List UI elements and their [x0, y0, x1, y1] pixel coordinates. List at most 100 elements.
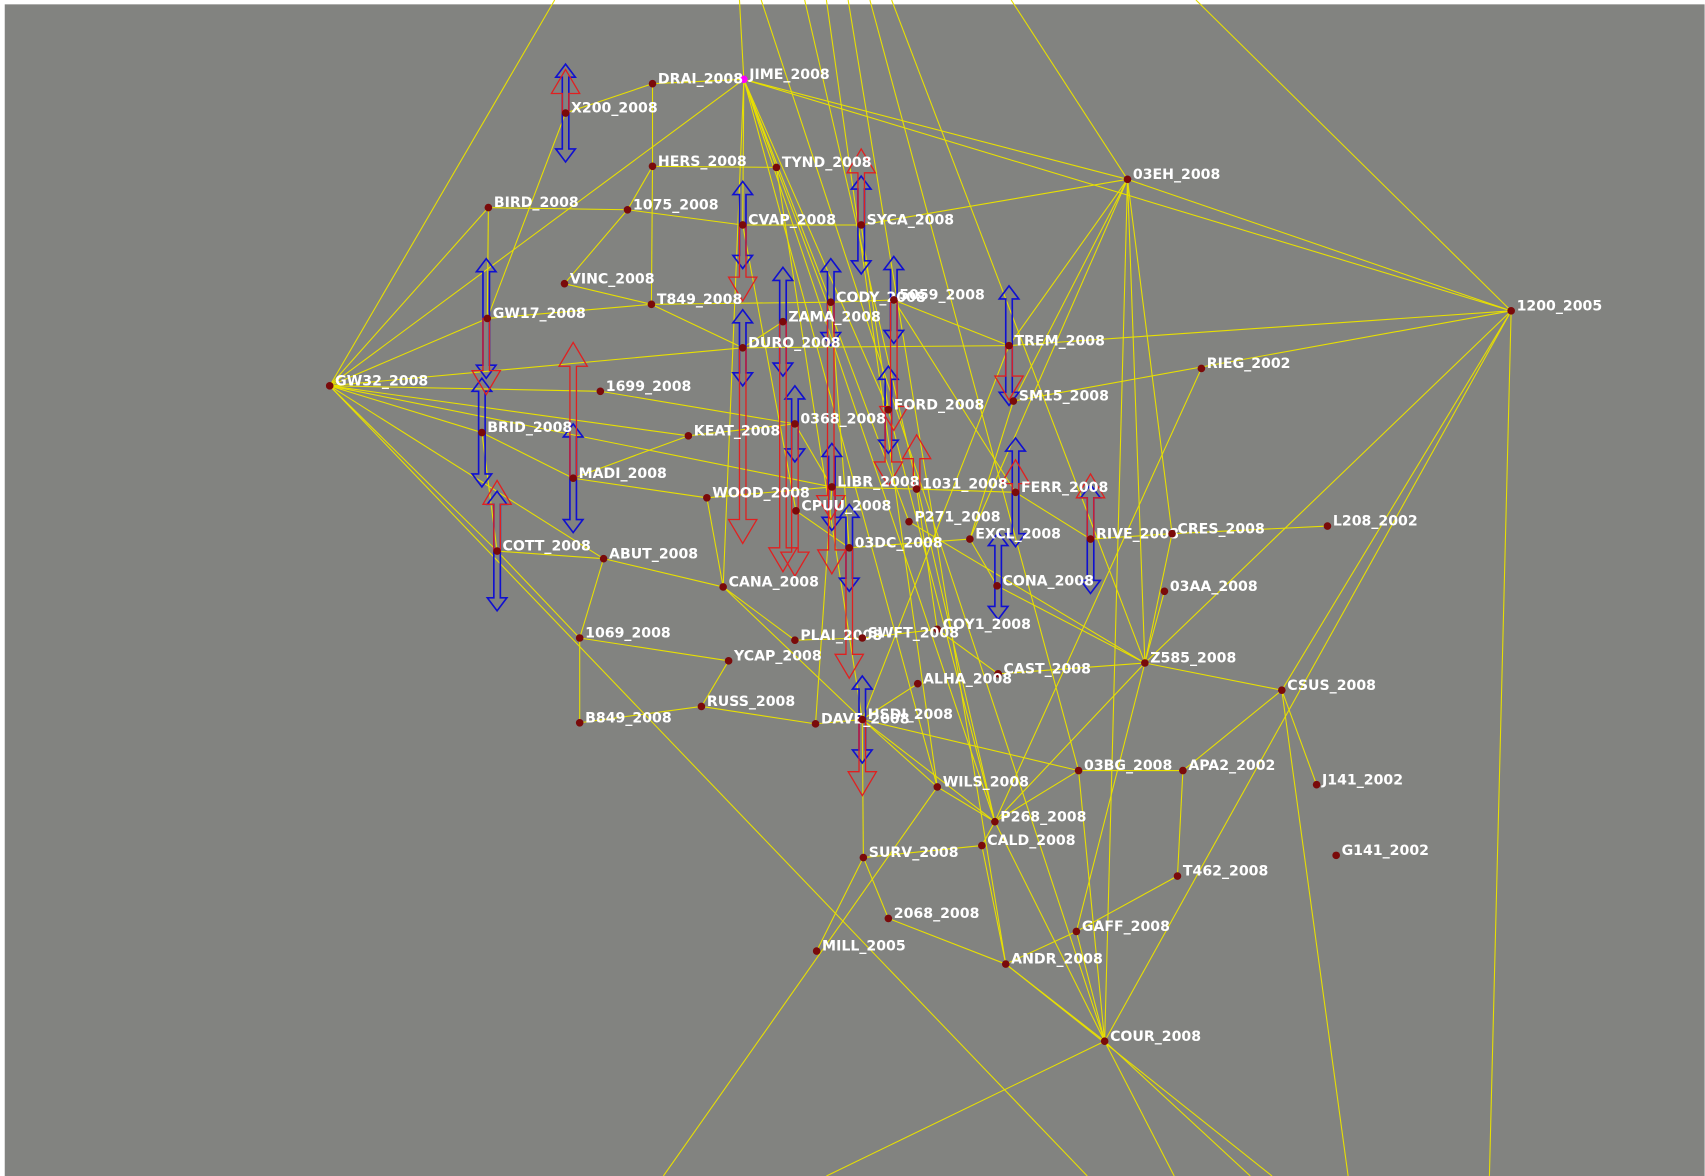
edge [329, 207, 489, 387]
edge [486, 112, 567, 319]
edge [627, 166, 653, 211]
station-node [697, 702, 706, 711]
edge [329, 0, 556, 387]
station-node [1278, 686, 1286, 694]
edge [825, 0, 938, 787]
station-node [933, 783, 942, 791]
station-label: CRES_2008 [1177, 521, 1264, 537]
station-node [991, 817, 999, 826]
station-label: G141_2002 [1342, 843, 1429, 859]
station-label: 1699_2008 [606, 379, 692, 395]
station-label: 5059_2008 [899, 288, 985, 304]
edge [743, 79, 889, 410]
station-label: COTT_2008 [503, 539, 591, 555]
uncertainty-arrow [474, 257, 498, 380]
edge [1126, 179, 1173, 534]
displacement-arrow [845, 147, 877, 226]
edge [1126, 179, 1146, 664]
edge [1144, 310, 1512, 664]
station-label: CVAP_2008 [748, 213, 836, 229]
edge [861, 719, 864, 858]
uncertainty-arrow [876, 364, 900, 455]
station-label: DRAI_2008 [658, 71, 743, 87]
station-label: 1200_2005 [1517, 298, 1603, 314]
edge [862, 857, 889, 919]
station-label: GAFF_2008 [1082, 919, 1170, 935]
station-label: 1075_2008 [633, 197, 719, 213]
edge [496, 550, 581, 639]
uncertainty-arrow [997, 284, 1021, 407]
station-node [1312, 780, 1321, 789]
displacement-arrow [873, 409, 904, 488]
station-label: P268_2008 [1000, 809, 1086, 825]
displacement-arrow [779, 423, 811, 578]
displacement-arrow [727, 224, 758, 303]
station-label: MADI_2008 [579, 466, 667, 482]
station-label: ALHA_2008 [923, 671, 1012, 687]
edge [861, 719, 938, 788]
edge [893, 299, 1010, 347]
station-node [826, 298, 835, 306]
station-node [884, 914, 893, 923]
edge [1281, 690, 1349, 1176]
edge [861, 683, 919, 720]
edge [662, 786, 938, 1176]
displacement-arrow [901, 433, 932, 490]
edge [888, 917, 1006, 965]
edge [743, 79, 996, 822]
station-label: VINC_2008 [570, 271, 655, 287]
edge [1195, 0, 1512, 312]
station-node [993, 582, 1001, 590]
edge [579, 558, 605, 639]
edge [869, 0, 1080, 771]
station-label: HSDI_2008 [868, 707, 953, 723]
station-label: CSUS_2008 [1287, 678, 1376, 694]
station-node [1323, 522, 1332, 530]
station-node [493, 547, 501, 555]
edge [969, 179, 1128, 540]
station-node [994, 670, 1002, 678]
station-node [791, 636, 799, 644]
station-node [1168, 529, 1176, 538]
station-label: GW32_2008 [335, 373, 428, 389]
station-node [599, 554, 608, 563]
edge [994, 770, 1079, 823]
station-label: CODY_2008 [836, 290, 926, 306]
edge [775, 167, 910, 522]
edge [1104, 179, 1129, 1042]
edge [743, 79, 832, 303]
edge [1078, 770, 1106, 1042]
edge [1008, 310, 1512, 347]
edge [481, 432, 574, 479]
uncertainty-arrow [554, 62, 577, 164]
station-node [561, 109, 570, 117]
edge [497, 550, 604, 560]
station-label: T849_2008 [657, 292, 742, 308]
station-node [1072, 927, 1081, 936]
station-node [623, 205, 632, 214]
station-node [828, 483, 836, 491]
edge [861, 178, 1128, 226]
displacement-arrow [815, 301, 847, 521]
station-label: TREM_2008 [1014, 333, 1104, 349]
station-node [933, 625, 942, 634]
station-label: P271_2008 [914, 509, 1000, 525]
edge [893, 299, 1016, 493]
edge [701, 705, 816, 725]
edge [1144, 533, 1173, 664]
uncertainty-arrow [820, 442, 844, 532]
uncertainty-arrow [771, 266, 795, 378]
edge [1005, 963, 1273, 1176]
edge [488, 207, 628, 211]
edge [700, 660, 730, 707]
edge [706, 486, 832, 499]
station-node [569, 474, 577, 483]
edge [329, 385, 689, 437]
displacement-arrow [767, 321, 799, 573]
displacement-arrow [1075, 472, 1106, 540]
station-label: FERR_2008 [1021, 480, 1108, 496]
edge [863, 845, 982, 859]
station-node [845, 543, 854, 552]
station-node [484, 203, 493, 212]
edge [981, 845, 1007, 965]
